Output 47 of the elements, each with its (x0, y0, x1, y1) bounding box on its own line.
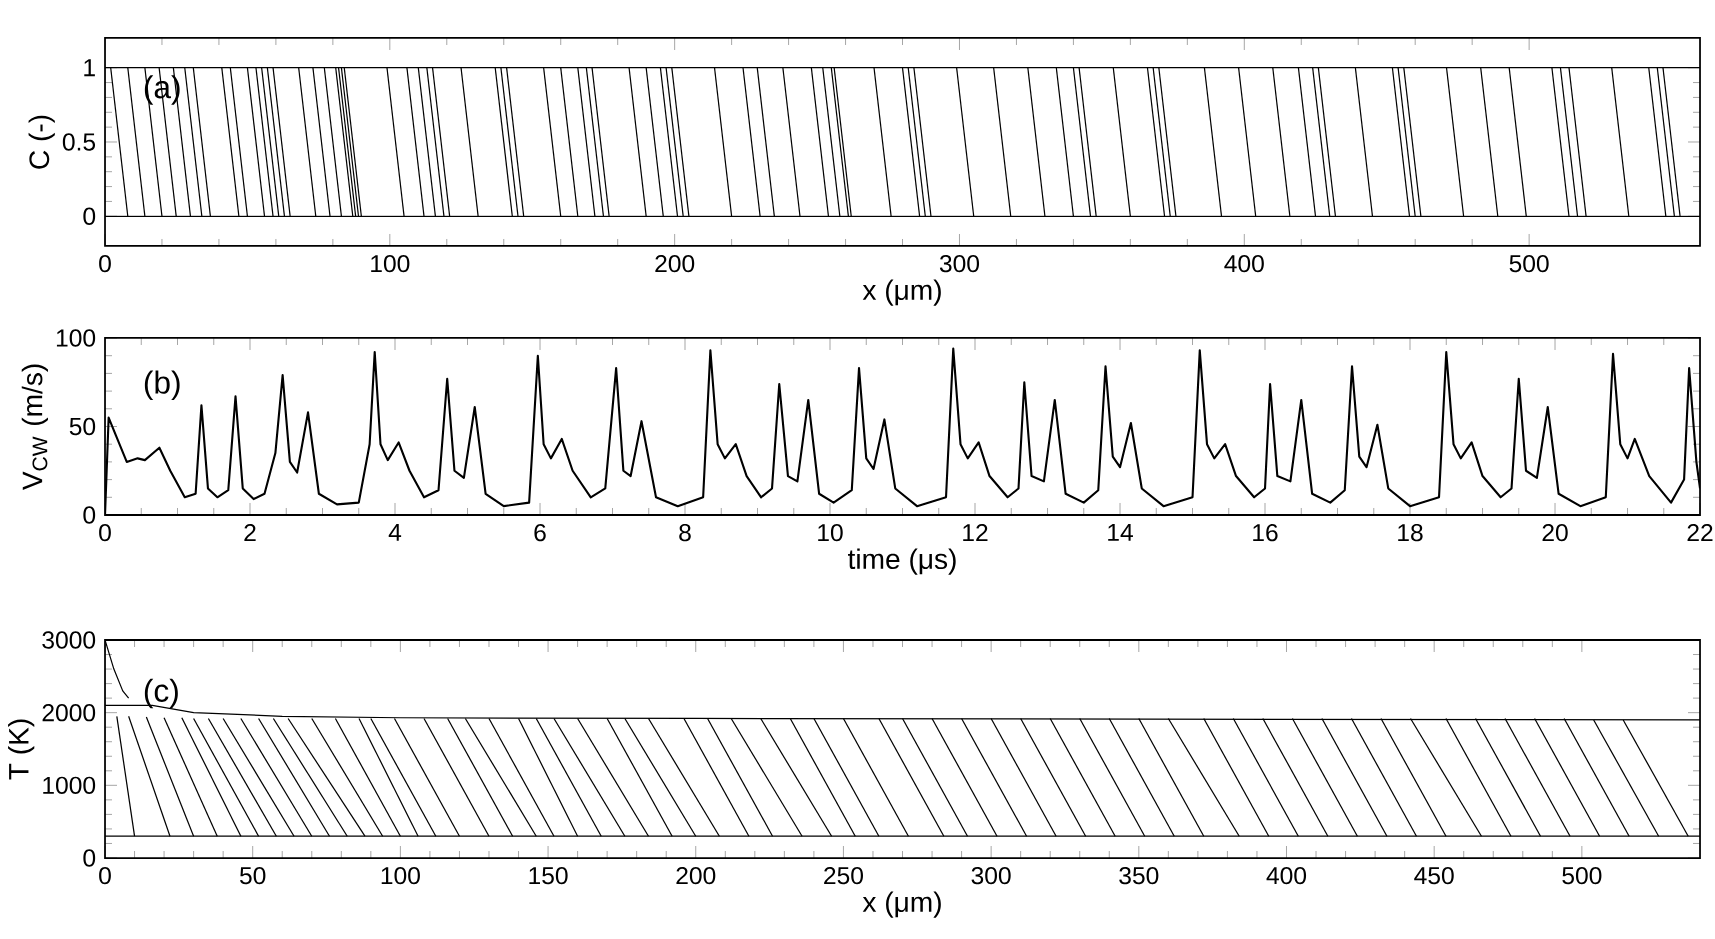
x-tick-label: 200 (655, 254, 695, 273)
x-tick-label: 0 (99, 523, 111, 542)
x-tick-label: 18 (1398, 523, 1423, 542)
y-tick-label: 2000 (42, 703, 96, 722)
x-tick-label: 350 (1119, 866, 1159, 885)
y-tick-label: 1000 (43, 776, 96, 795)
x-tick-label: 500 (1509, 254, 1549, 273)
y-tick-label: 50 (69, 417, 96, 436)
y-axis-title: T (K) (8, 719, 35, 780)
x-tick-label: 12 (963, 523, 988, 542)
x-tick-label: 10 (818, 523, 843, 542)
annotation: (c) (144, 678, 178, 709)
x-tick-label: 4 (388, 523, 402, 541)
y-tick-label: 1 (84, 59, 95, 77)
y-tick-label: 3000 (42, 631, 96, 649)
x-tick-label: 100 (381, 866, 420, 885)
x-axis-title: x (μm) (862, 279, 941, 306)
x-axis-title: time (μs) (848, 548, 956, 575)
x-tick-label: 450 (1414, 866, 1454, 885)
x-tick-label: 400 (1224, 254, 1264, 273)
x-tick-label: 50 (240, 866, 266, 885)
x-tick-label: 0 (99, 254, 111, 273)
annotation: (b) (144, 370, 180, 400)
x-tick-label: 6 (534, 523, 546, 542)
y-tick-label: 0 (83, 849, 96, 867)
x-tick-label: 250 (824, 866, 863, 885)
y-tick-label: 0 (83, 506, 96, 524)
y-axis-title: V$_{CW}$ (m/s) (21, 364, 48, 491)
x-tick-label: 300 (971, 866, 1011, 885)
x-tick-label: 0 (99, 866, 111, 885)
x-axis-title: x (μm) (862, 891, 941, 918)
y-tick-label: 100 (56, 329, 96, 347)
x-tick-label: 400 (1266, 866, 1307, 885)
x-tick-label: 2 (244, 523, 256, 542)
y-tick-label: 0.5 (62, 133, 96, 151)
x-tick-label: 20 (1542, 523, 1568, 542)
x-tick-label: 16 (1253, 523, 1278, 542)
x-tick-label: 14 (1108, 523, 1133, 541)
x-tick-label: 300 (939, 254, 980, 273)
x-tick-label: 500 (1562, 866, 1602, 885)
x-tick-label: 8 (679, 523, 691, 542)
x-tick-label: 22 (1687, 523, 1713, 542)
x-tick-label: 100 (371, 254, 410, 273)
y-axis-title: C (-) (28, 115, 55, 169)
x-tick-label: 200 (676, 866, 716, 885)
x-tick-label: 150 (529, 866, 568, 885)
y-tick-label: 0 (83, 207, 96, 225)
